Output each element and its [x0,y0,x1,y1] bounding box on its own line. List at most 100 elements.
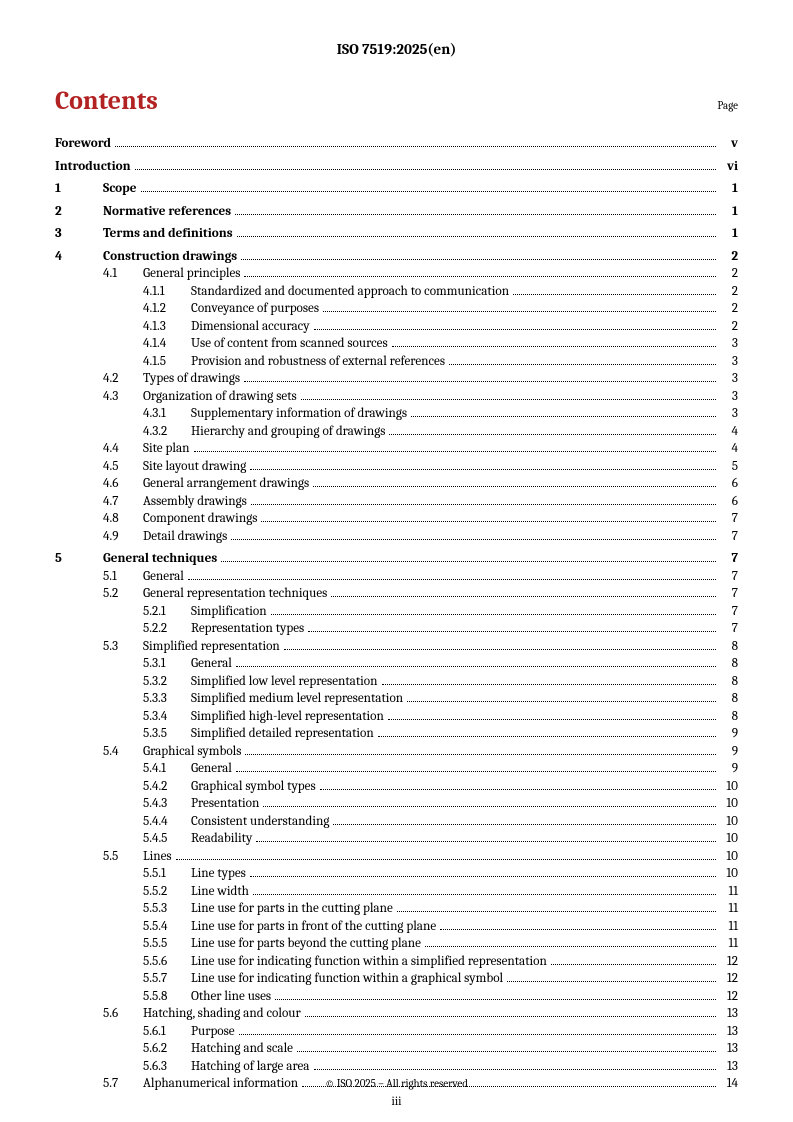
toc-entry: 4.1.2Conveyance of purposes2 [55,301,738,318]
toc-entry-number: 5.5.1 [143,866,191,883]
toc-entry-page: 2 [720,301,738,318]
toc-entry-number: 4.3 [103,389,143,406]
toc-leader [323,311,716,312]
toc-entry-number: 4.3.1 [143,406,191,423]
toc-leader [237,236,716,237]
toc-entry-label: Readability [191,831,252,848]
toc-entry-label: General [143,569,184,586]
toc-leader [256,841,716,842]
toc-entry-label: Line use for parts beyond the cutting pl… [191,936,421,953]
toc-entry-number: 5.3.1 [143,656,191,673]
toc-entry-label: Detail drawings [143,529,227,546]
toc-entry: 5.3.4Simplified high-level representatio… [55,709,738,726]
toc-leader [188,579,716,580]
toc-entry: 4.6General arrangement drawings6 [55,476,738,493]
toc-entry-number: 5.4.3 [143,796,191,813]
toc-entry: 5.4.5Readability10 [55,831,738,848]
toc-entry-number: 4.4 [103,441,143,458]
toc-entry-number: 5.2.2 [143,621,191,638]
toc-entry-number: 4.1.2 [143,301,191,318]
toc-entry-page: 9 [720,726,738,743]
toc-entry-label: Line use for indicating function within … [191,954,547,971]
toc-entry: 4.8Component drawings7 [55,511,738,528]
toc-entry-page: 2 [720,319,738,336]
toc-entry-label: Graphical symbols [143,744,241,761]
toc-leader [389,434,716,435]
toc-entry-label: Introduction [55,159,131,176]
toc-entry: 5.5.5Line use for parts beyond the cutti… [55,936,738,953]
toc-entry: 5.3.2Simplified low level representation… [55,674,738,691]
toc-entry-number: 4.1.1 [143,284,191,301]
toc-entry-number: 5.2.1 [143,604,191,621]
toc-entry-number: 5 [55,551,103,568]
toc-entry-number: 5.5.6 [143,954,191,971]
toc-leader [235,214,716,215]
toc-entry: 5.4.2Graphical symbol types10 [55,779,738,796]
toc-entry-page: 13 [720,1041,738,1058]
toc-entry-page: 8 [720,656,738,673]
toc-entry-number: 5.5.7 [143,971,191,988]
toc-entry-label: Foreword [55,136,111,153]
toc-leader [378,736,716,737]
toc-entry-page: 7 [720,586,738,603]
toc-entry-label: Site layout drawing [143,459,246,476]
toc-leader [314,1069,717,1070]
toc-entry: 5.2.1Simplification7 [55,604,738,621]
toc-entry-label: Standardized and documented approach to … [191,284,509,301]
toc-entry-number: 5.6 [103,1006,143,1023]
toc-entry-label: Assembly drawings [143,494,247,511]
toc-entry: 3Terms and definitions1 [55,226,738,243]
toc-entry: 4.3Organization of drawing sets3 [55,389,738,406]
toc-entry-page: 7 [720,529,738,546]
toc-leader [507,981,716,982]
toc-entry-number: 5.5.4 [143,919,191,936]
toc-entry-page: 12 [720,989,738,1006]
toc-leader [313,486,716,487]
toc-entry-label: Normative references [103,204,231,221]
toc-entry: 5.6Hatching, shading and colour13 [55,1006,738,1023]
toc-entry-page: 3 [720,336,738,353]
toc-entry-label: Simplified detailed representation [191,726,374,743]
toc-entry-number: 5.4.2 [143,779,191,796]
toc-entry: 5.5.6Line use for indicating function wi… [55,954,738,971]
toc-entry: 5.2General representation techniques7 [55,586,738,603]
toc-entry-label: Other line uses [191,989,271,1006]
toc-entry: 4.3.2Hierarchy and grouping of drawings4 [55,424,738,441]
toc-entry-page: 10 [720,814,738,831]
toc-leader [236,771,716,772]
toc-entry: 4.4Site plan4 [55,441,738,458]
toc-entry: 4.1.3Dimensional accuracy2 [55,319,738,336]
toc-entry-number: 5.4.1 [143,761,191,778]
toc-leader [244,276,716,277]
document-header: ISO 7519:2025(en) [55,40,738,58]
toc-entry-number: 5.5.5 [143,936,191,953]
toc-leader [244,381,716,382]
toc-entry: 4.1.1Standardized and documented approac… [55,284,738,301]
toc-entry-label: Hierarchy and grouping of drawings [191,424,385,441]
toc-leader [425,946,716,947]
toc-entry-label: General [191,656,232,673]
toc-entry: 4.5Site layout drawing5 [55,459,738,476]
toc-leader [308,631,716,632]
toc-entry-page: 13 [720,1059,738,1076]
title-row: Contents Page [55,86,738,116]
page-number: iii [0,1094,793,1108]
toc-entry-number: 5.5 [103,849,143,866]
toc-entry: Introductionvi [55,159,738,176]
toc-entry-number: 4.1.5 [143,354,191,371]
toc-leader [388,719,716,720]
toc-entry-label: Purpose [191,1024,235,1041]
toc-entry-label: General representation techniques [143,586,327,603]
toc-entry-page: 3 [720,354,738,371]
toc-entry-page: 2 [720,284,738,301]
toc-entry: 5.5.8Other line uses12 [55,989,738,1006]
toc-entry: 5.3.5Simplified detailed representation9 [55,726,738,743]
toc-entry-page: 3 [720,406,738,423]
toc-entry-page: 2 [720,249,738,266]
toc-entry-label: Hatching of large area [191,1059,310,1076]
toc-entry: 5.3.1General 8 [55,656,738,673]
toc-entry: 2Normative references1 [55,204,738,221]
toc-entry: 4Construction drawings2 [55,249,738,266]
toc-entry-number: 4.5 [103,459,143,476]
toc-entry-number: 4.2 [103,371,143,388]
